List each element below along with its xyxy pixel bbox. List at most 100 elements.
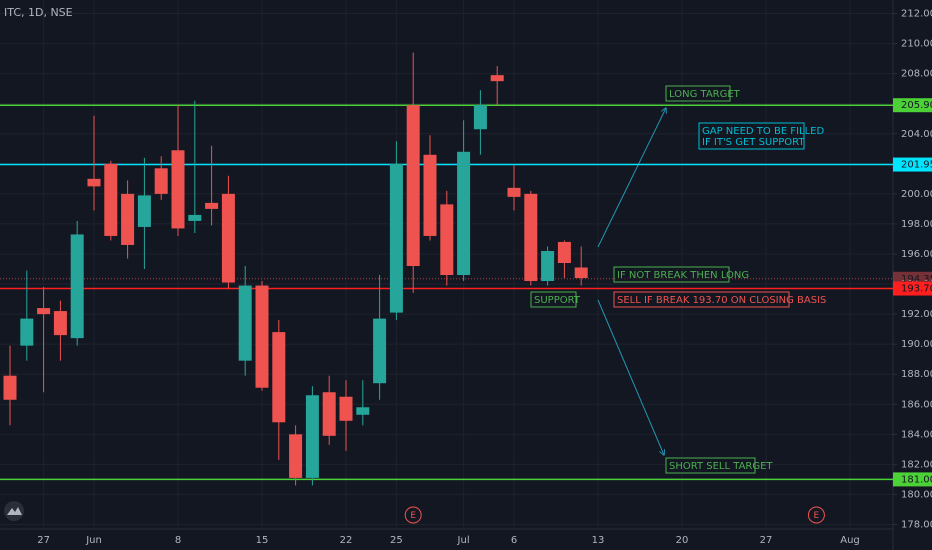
annotation-box	[613, 291, 790, 308]
candle-body	[272, 332, 286, 423]
annotation-text: SUPPORT	[534, 295, 581, 306]
annotation-box	[530, 291, 577, 308]
candle-body	[289, 434, 303, 478]
candle-body	[171, 150, 185, 229]
annotation: IF NOT BREAK THEN LONG	[613, 266, 749, 283]
y-tick-label: 180.00	[901, 489, 932, 500]
annotation: SELL IF BREAK 193.70 ON CLOSING BASIS	[613, 291, 826, 308]
y-tick-label: 210.00	[901, 39, 932, 50]
candle-body	[37, 308, 51, 315]
event-marker	[404, 506, 422, 524]
candle-body	[490, 75, 504, 82]
annotation-text: SELL IF BREAK 193.70 ON CLOSING BASIS	[617, 295, 826, 306]
candle-body	[121, 193, 135, 245]
annotation-box	[613, 266, 730, 283]
annotation-text: SHORT SELL TARGET	[669, 461, 773, 472]
y-tick-label: 198.00	[901, 219, 932, 230]
x-tick-label: 6	[511, 535, 517, 546]
candle-body	[507, 187, 521, 197]
level-label: 201.95	[901, 160, 932, 171]
annotation-box	[665, 85, 731, 102]
candle-body	[373, 318, 387, 384]
y-tick-label: 212.00	[901, 9, 932, 20]
x-tick-label: 22	[340, 535, 353, 546]
level-tag	[893, 281, 932, 296]
candle-body	[356, 407, 370, 415]
candle-body	[541, 250, 555, 282]
x-tick-label: 25	[390, 535, 403, 546]
candle-body	[205, 202, 219, 209]
candle-body	[457, 151, 471, 276]
arrow-up	[597, 108, 666, 248]
level-tag	[893, 472, 932, 487]
level-label: 193.70	[901, 284, 932, 295]
candle-body	[104, 163, 118, 236]
candle-body	[238, 285, 252, 361]
y-tick-label: 196.00	[901, 249, 932, 260]
y-tick-label: 182.00	[901, 459, 932, 470]
annotation-text: IF IT'S GET SUPPORT	[702, 137, 805, 148]
y-tick-label: 192.00	[901, 309, 932, 320]
event-label: E	[814, 511, 820, 521]
candle-body	[440, 204, 454, 276]
candle-body	[87, 178, 101, 187]
y-tick-label: 178.00	[901, 519, 932, 530]
y-tick-label: 190.00	[901, 339, 932, 350]
x-tick-label: 20	[676, 535, 689, 546]
level-label: 194.35	[901, 274, 932, 285]
y-tick-label: 186.00	[901, 399, 932, 410]
x-tick-label: Jul	[457, 535, 470, 546]
x-tick-label: 27	[760, 535, 773, 546]
annotation-box	[698, 122, 805, 150]
annotation-box	[665, 457, 756, 474]
candle-body	[339, 396, 353, 421]
arrow-down	[597, 299, 664, 455]
candle-body	[524, 193, 538, 282]
candle-body	[221, 193, 235, 283]
annotation-text: GAP NEED TO BE FILLED	[702, 126, 824, 137]
annotation: LONG TARGET	[665, 85, 741, 102]
level-label: 205.90	[901, 100, 932, 111]
level-tag	[893, 157, 932, 172]
candle-body	[137, 195, 151, 227]
x-tick-label: Jun	[85, 535, 102, 546]
candle-body	[557, 241, 571, 263]
level-label: 181.00	[901, 474, 932, 485]
x-tick-label: 15	[256, 535, 269, 546]
level-tag	[893, 98, 932, 113]
y-tick-label: 208.00	[901, 69, 932, 80]
annotation-text: LONG TARGET	[669, 89, 741, 100]
annotation: SUPPORT	[530, 291, 581, 308]
candle-body	[423, 154, 437, 236]
y-tick-label: 188.00	[901, 369, 932, 380]
x-tick-label: Aug	[840, 535, 860, 546]
event-marker	[807, 506, 825, 524]
x-tick-label: 8	[175, 535, 181, 546]
candle-body	[188, 214, 202, 221]
candle-body	[154, 168, 168, 194]
candle-body	[574, 267, 588, 279]
candle-body	[305, 395, 319, 478]
candle-body	[389, 163, 403, 313]
logo	[4, 501, 24, 521]
y-tick-label: 204.00	[901, 129, 932, 140]
candle-body	[3, 375, 17, 400]
y-tick-label: 200.00	[901, 189, 932, 200]
candle-body	[53, 311, 67, 336]
x-tick-label: 13	[592, 535, 605, 546]
candle-body	[70, 234, 84, 339]
x-tick-label: 27	[37, 535, 50, 546]
candle-body	[322, 392, 336, 436]
candle-body	[20, 318, 34, 346]
y-tick-label: 184.00	[901, 429, 932, 440]
event-label: E	[410, 511, 416, 521]
annotation: SHORT SELL TARGET	[665, 457, 773, 474]
chart-title: ITC, 1D, NSE	[4, 6, 73, 19]
annotation-text: IF NOT BREAK THEN LONG	[617, 270, 749, 281]
candle-body	[473, 105, 487, 130]
candle-body	[255, 285, 269, 388]
candle-body	[406, 105, 420, 267]
